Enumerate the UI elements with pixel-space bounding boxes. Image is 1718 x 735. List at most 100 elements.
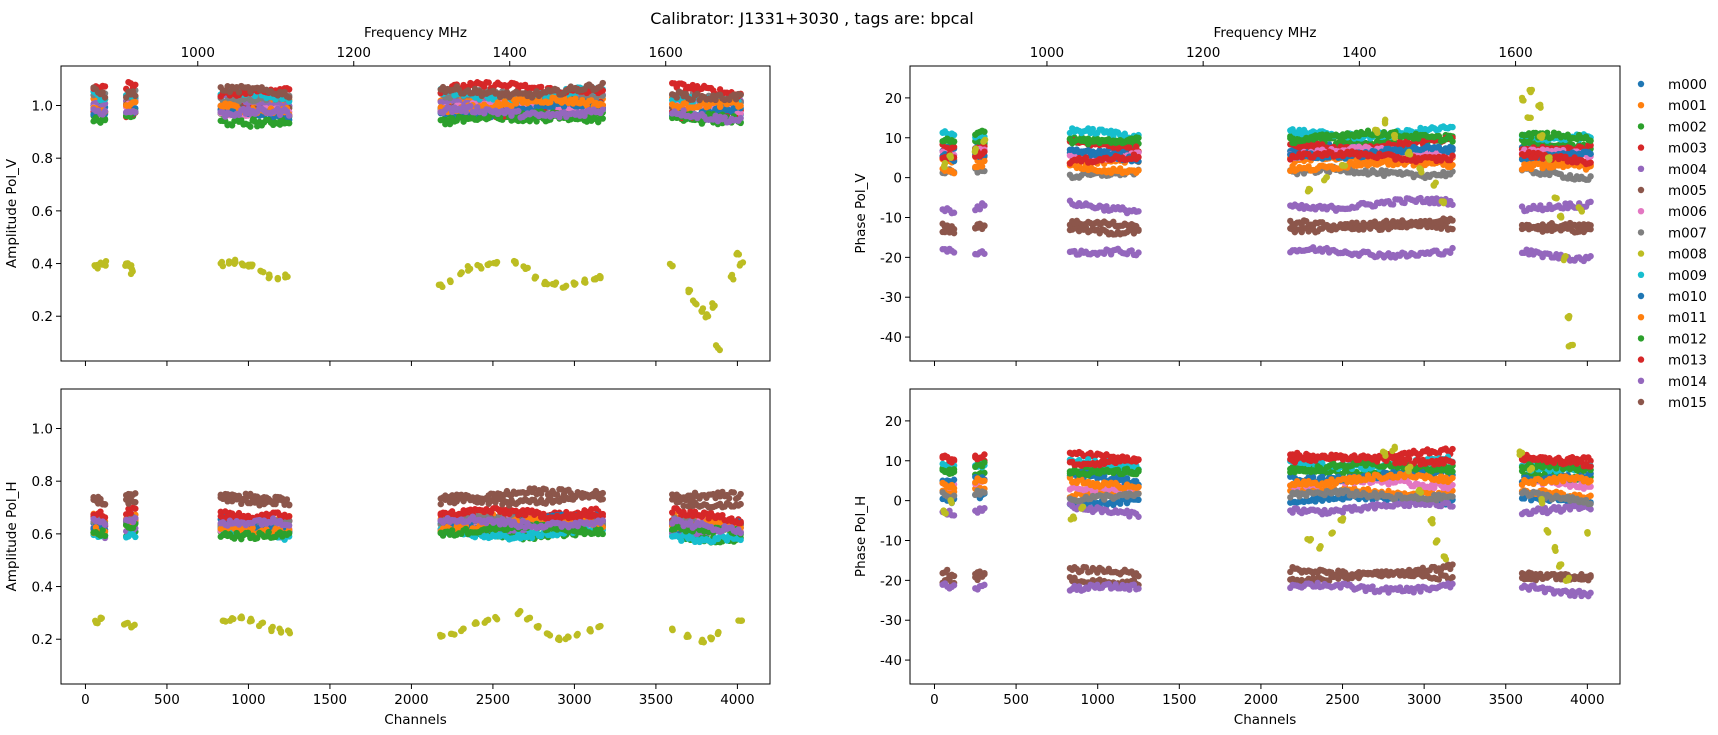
- y-tick-label: 1.0: [32, 99, 53, 115]
- data-point: [1300, 170, 1308, 177]
- data-point: [1587, 253, 1594, 260]
- data-points: [939, 86, 1594, 350]
- data-point: [1135, 153, 1142, 161]
- data-point: [226, 88, 234, 96]
- data-point: [1566, 312, 1573, 320]
- data-point: [709, 304, 717, 311]
- data-point: [736, 262, 744, 269]
- data-point: [101, 83, 109, 90]
- data-point: [484, 261, 491, 268]
- data-point: [735, 251, 743, 258]
- data-point: [132, 98, 139, 106]
- data-point: [285, 94, 293, 101]
- data-point: [471, 109, 479, 116]
- y-tick-label: -30: [880, 290, 902, 306]
- data-point: [572, 280, 579, 287]
- x-tick-label: 2500: [476, 692, 510, 708]
- x-tick-label: 2000: [394, 692, 428, 708]
- data-point: [467, 102, 474, 110]
- data-point: [1435, 132, 1443, 140]
- series-m015: [90, 79, 744, 104]
- data-point: [1319, 141, 1326, 148]
- data-point: [1135, 249, 1142, 256]
- data-point: [1135, 208, 1142, 215]
- plot-area: [60, 388, 771, 685]
- x-tick-label: 0: [81, 692, 90, 708]
- data-point: [981, 202, 988, 209]
- data-point: [515, 107, 522, 115]
- data-point: [1575, 204, 1582, 211]
- data-point: [981, 137, 988, 144]
- data-point: [490, 259, 498, 267]
- data-point: [1415, 222, 1422, 230]
- series-m008: [91, 249, 747, 354]
- x-tick-label: 3000: [557, 692, 591, 708]
- data-point: [981, 128, 988, 135]
- data-point: [99, 89, 106, 96]
- y-axis-label: Amplitude Pol_V: [4, 158, 20, 268]
- data-point: [599, 101, 606, 109]
- data-point: [1449, 123, 1456, 131]
- top-x-tick-label: 1600: [1498, 45, 1532, 61]
- data-point: [1449, 244, 1456, 252]
- data-point: [1449, 225, 1456, 233]
- data-point: [1569, 159, 1576, 166]
- data-point: [950, 225, 958, 233]
- data-point: [1562, 252, 1569, 260]
- data-point: [132, 92, 139, 100]
- y-tick-label: -40: [880, 330, 902, 346]
- data-point: [231, 260, 238, 267]
- y-tick-label: 0.6: [32, 527, 53, 543]
- data-point: [1430, 181, 1437, 189]
- data-point: [737, 114, 744, 122]
- y-tick-label: 1.0: [32, 422, 53, 438]
- series-m013: [939, 148, 1594, 168]
- data-point: [1587, 198, 1594, 206]
- x-tick-label: 1500: [313, 692, 347, 708]
- data-point: [235, 89, 243, 96]
- data-point: [1587, 226, 1594, 233]
- data-point: [1527, 114, 1534, 121]
- data-point: [132, 108, 139, 116]
- data-point: [1587, 137, 1594, 144]
- data-point: [721, 114, 728, 121]
- top-x-tick-label: 1400: [1342, 45, 1376, 61]
- y-tick-label: -20: [880, 250, 902, 266]
- data-point: [737, 102, 744, 109]
- data-point: [1381, 116, 1389, 123]
- data-point: [981, 157, 988, 165]
- data-point: [1133, 143, 1140, 150]
- data-point: [464, 267, 472, 274]
- y-tick-label: 0.4: [32, 257, 53, 273]
- data-point: [716, 103, 724, 111]
- data-point: [225, 258, 233, 265]
- series-m008: [941, 86, 1586, 350]
- data-point: [101, 107, 109, 115]
- data-point: [1289, 162, 1296, 170]
- data-point: [981, 250, 988, 257]
- data-point: [1546, 154, 1553, 161]
- data-point: [1135, 226, 1142, 233]
- data-point: [737, 91, 744, 99]
- data-point: [669, 262, 676, 270]
- data-point: [941, 163, 948, 171]
- data-point: [239, 261, 246, 269]
- data-point: [285, 112, 293, 119]
- top-x-tick-label: 1000: [181, 45, 215, 61]
- data-point: [265, 274, 272, 282]
- data-point: [978, 163, 986, 170]
- data-point: [559, 284, 566, 291]
- x-tick-label: 500: [154, 692, 180, 708]
- data-point: [981, 148, 988, 155]
- top-x-tick-label: 1600: [649, 45, 683, 61]
- data-point: [712, 342, 720, 349]
- data-point: [1544, 129, 1551, 137]
- data-point: [976, 206, 984, 213]
- data-point: [950, 143, 958, 151]
- data-point: [474, 261, 481, 269]
- data-point: [1449, 138, 1456, 145]
- y-tick-label: 10: [885, 131, 902, 147]
